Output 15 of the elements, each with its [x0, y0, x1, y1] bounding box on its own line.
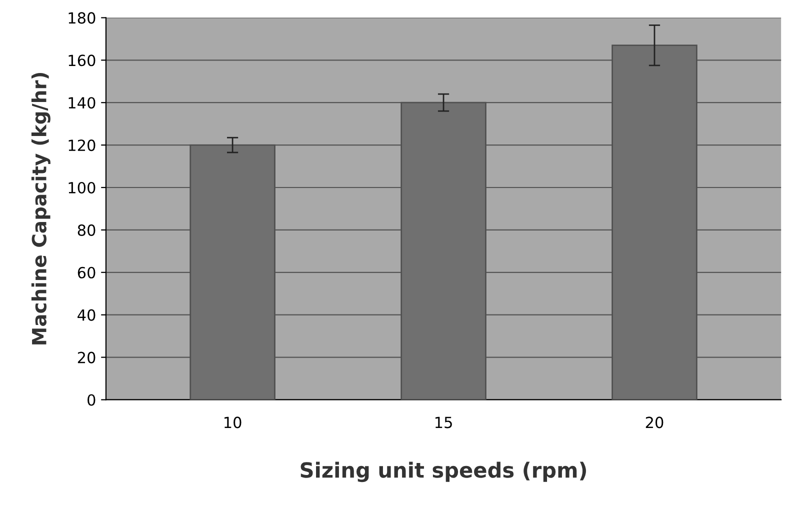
x-axis-title: Sizing unit speeds (rpm): [300, 462, 586, 482]
y-tick-label: 180: [68, 12, 96, 24]
x-tick-label: 20: [646, 416, 664, 428]
y-tick-label: 40: [78, 309, 96, 321]
y-axis-title: Machine Capacity (kg/hr): [31, 72, 50, 344]
y-tick-label: 0: [88, 394, 96, 406]
y-tick-label: 160: [68, 54, 96, 66]
y-tick-label: 80: [78, 224, 96, 236]
x-tick-label: 10: [224, 416, 242, 428]
y-tick-label: 20: [78, 352, 96, 364]
x-tick-label: 15: [435, 416, 452, 428]
y-tick-label: 140: [68, 97, 96, 109]
y-tick-label: 60: [78, 266, 96, 278]
y-tick-label: 120: [68, 140, 96, 152]
y-tick-label: 100: [68, 182, 96, 194]
